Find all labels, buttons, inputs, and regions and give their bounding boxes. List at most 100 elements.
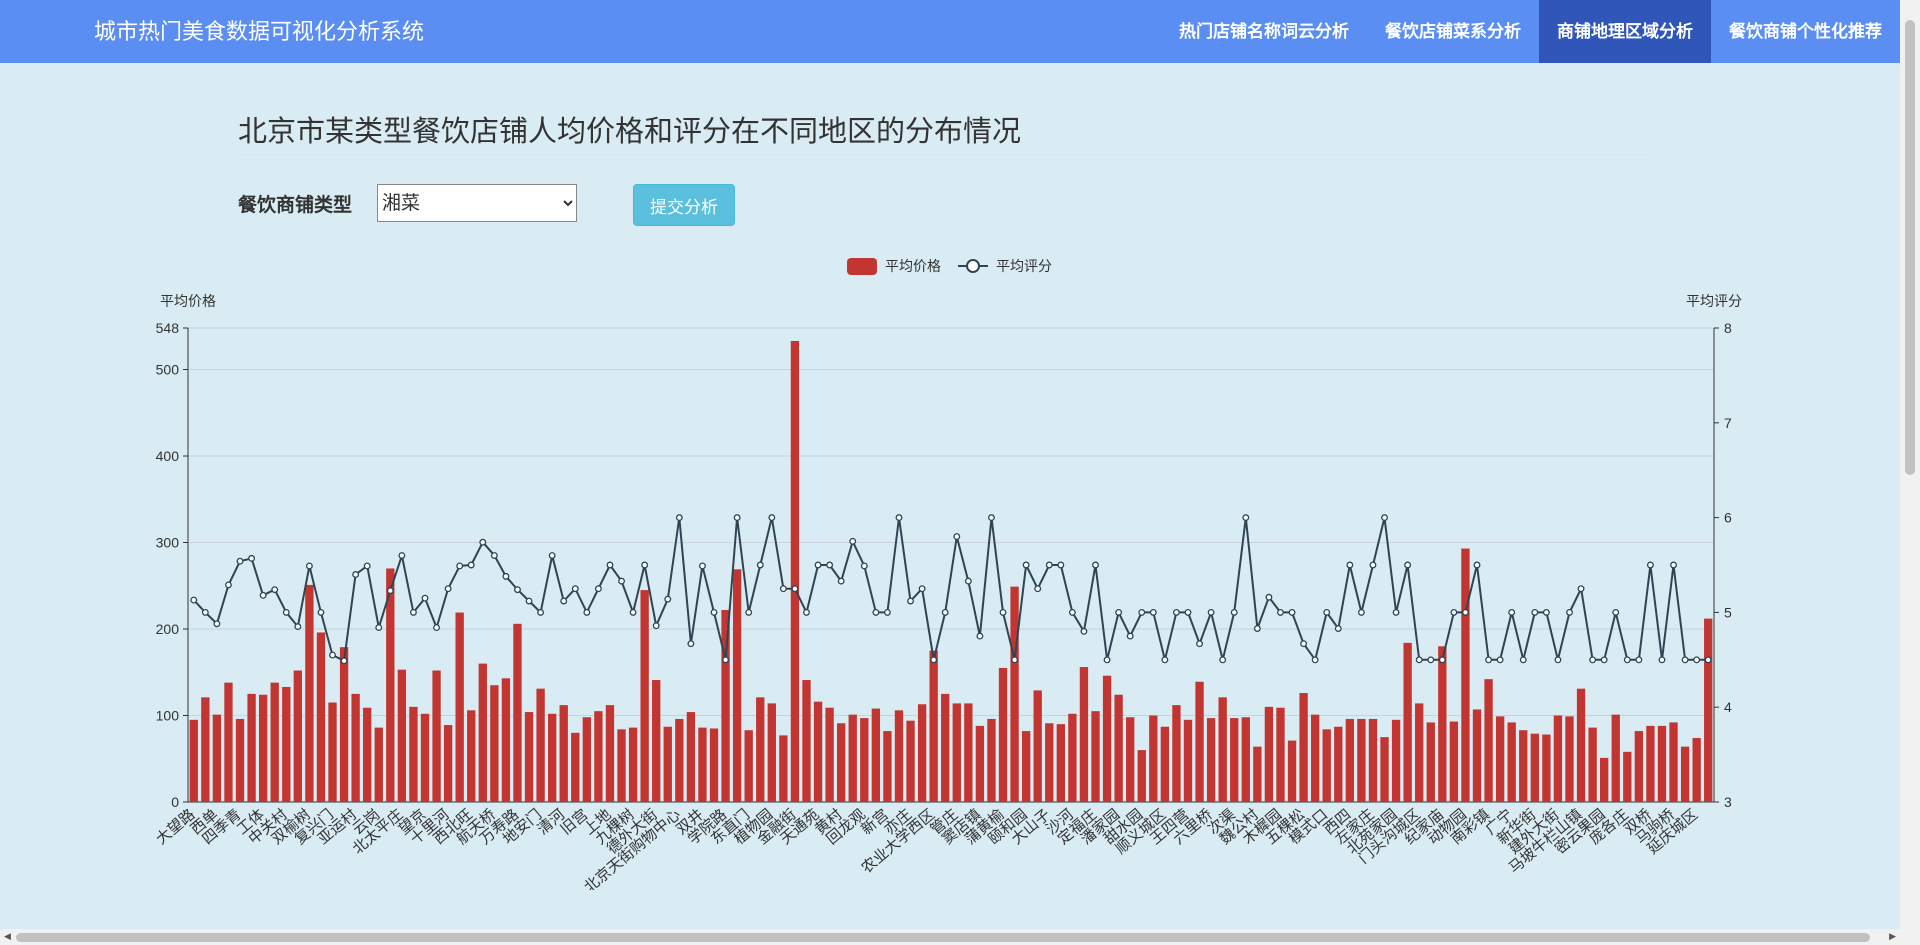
rating-point xyxy=(213,620,221,628)
rating-point xyxy=(386,587,394,595)
price-bar xyxy=(328,702,337,802)
price-bar xyxy=(1449,721,1459,802)
price-bar xyxy=(1334,726,1343,802)
rating-point xyxy=(490,552,498,559)
vertical-scrollbar[interactable] xyxy=(1900,0,1920,945)
rating-point xyxy=(988,514,995,522)
price-bar xyxy=(1646,725,1655,802)
price-bar xyxy=(258,694,268,802)
y-left-tick-label: 200 xyxy=(156,621,180,637)
rating-point xyxy=(1068,608,1076,616)
horizontal-scroll-thumb[interactable] xyxy=(16,933,1870,942)
price-bar xyxy=(1588,727,1597,802)
price-bar xyxy=(467,710,476,802)
nav-wordcloud[interactable]: 热门店铺名称词云分析 xyxy=(1179,22,1349,41)
price-bar xyxy=(605,705,615,802)
rating-point xyxy=(976,632,984,640)
price-bar xyxy=(1206,718,1216,802)
y-right-tick-label: 7 xyxy=(1724,415,1732,431)
rating-point xyxy=(560,597,568,605)
rating-point xyxy=(1219,656,1227,664)
nav-cuisine[interactable]: 餐饮店铺菜系分析 xyxy=(1385,22,1521,41)
rating-point xyxy=(1577,585,1585,593)
price-bar xyxy=(501,678,511,802)
rating-point xyxy=(1346,561,1354,569)
price-bar xyxy=(1391,719,1401,802)
price-bar xyxy=(293,670,302,802)
price-bar xyxy=(929,650,938,802)
rating-point xyxy=(1369,561,1377,569)
y-right-tick-label: 6 xyxy=(1724,510,1732,526)
rating-point xyxy=(259,591,267,599)
price-bar xyxy=(663,726,672,802)
rating-point xyxy=(1693,656,1701,664)
price-bar xyxy=(1669,722,1678,802)
rating-point xyxy=(814,561,822,569)
rating-point xyxy=(1450,608,1458,616)
scroll-left-arrow-icon[interactable]: ◀ xyxy=(4,931,11,941)
rating-point xyxy=(733,514,741,522)
app-brand[interactable]: 城市热门美食数据可视化分析系统 xyxy=(94,19,425,44)
price-bar xyxy=(478,663,487,802)
price-bar xyxy=(1426,722,1435,802)
price-bar xyxy=(1380,737,1389,802)
price-bar xyxy=(1056,724,1065,802)
price-bar xyxy=(432,670,441,802)
rating-point xyxy=(1207,608,1215,616)
rating-point xyxy=(1022,561,1030,569)
legend-swatch-rating-marker xyxy=(966,259,980,273)
rating-point xyxy=(1623,656,1631,664)
price-bar xyxy=(1114,694,1123,802)
rating-point xyxy=(1300,640,1308,648)
nav-geo-region[interactable]: 商铺地理区域分析 xyxy=(1539,0,1711,63)
price-bar xyxy=(224,682,233,802)
nav-recommend[interactable]: 餐饮商铺个性化推荐 xyxy=(1729,22,1882,41)
rating-point xyxy=(409,608,417,616)
cuisine-type-select[interactable]: 湘菜 xyxy=(377,184,577,222)
rating-point xyxy=(907,597,914,605)
rating-point xyxy=(1508,608,1516,616)
submit-analysis-button[interactable]: 提交分析 xyxy=(633,184,735,226)
price-bar xyxy=(1472,709,1482,802)
price-bar xyxy=(1495,716,1505,802)
y-right-axis-title: 平均评分 xyxy=(1686,293,1742,309)
rating-point xyxy=(329,651,336,659)
main-nav: 热门店铺名称词云分析 餐饮店铺菜系分析 商铺地理区域分析 餐饮商铺个性化推荐 xyxy=(1161,0,1900,63)
rating-point xyxy=(1115,608,1123,616)
price-bar xyxy=(1484,679,1493,802)
price-bar xyxy=(1403,642,1412,802)
rating-line xyxy=(193,517,1709,663)
price-bar xyxy=(189,719,198,802)
price-bar xyxy=(917,704,927,802)
price-bar xyxy=(1461,548,1470,802)
rating-point xyxy=(1253,625,1261,632)
price-bar xyxy=(790,340,800,802)
rating-point xyxy=(583,608,591,616)
price-bar xyxy=(1704,618,1713,802)
price-bar xyxy=(894,710,904,802)
vertical-scroll-thumb[interactable] xyxy=(1905,20,1915,475)
price-bar xyxy=(883,731,892,802)
price-bar xyxy=(1530,733,1539,802)
rating-point xyxy=(1138,608,1146,616)
price-bar xyxy=(1218,697,1227,802)
price-bar xyxy=(628,727,638,802)
price-bar xyxy=(443,725,453,802)
rating-point xyxy=(1658,656,1666,664)
rating-point xyxy=(1149,608,1157,616)
scroll-right-arrow-icon[interactable]: ▶ xyxy=(1889,931,1896,941)
price-bar xyxy=(1230,718,1239,802)
price-bar xyxy=(1542,734,1551,802)
rating-point xyxy=(698,562,706,570)
price-bar xyxy=(1657,725,1667,802)
y-right-tick-label: 3 xyxy=(1724,794,1732,810)
price-bar xyxy=(837,723,846,802)
rating-point xyxy=(1011,656,1019,664)
price-bar xyxy=(339,647,349,802)
price-bar xyxy=(1137,750,1146,802)
legend-label-rating: 平均评分 xyxy=(996,258,1052,274)
price-bar xyxy=(1507,722,1516,802)
rating-point xyxy=(953,533,961,541)
horizontal-scrollbar[interactable]: ◀ ▶ xyxy=(0,929,1900,945)
price-bar xyxy=(1576,688,1586,802)
